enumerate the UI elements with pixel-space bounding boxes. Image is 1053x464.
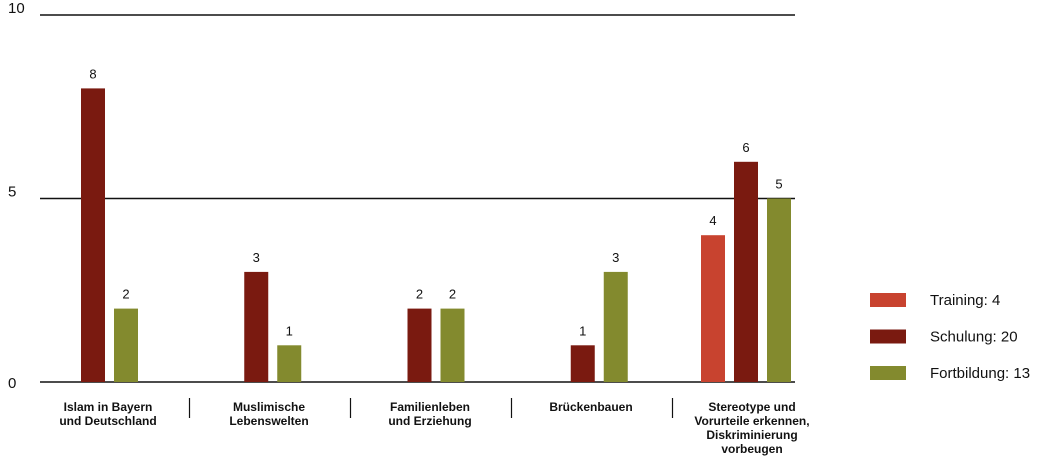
bar: [440, 308, 465, 382]
legend-swatch: [870, 366, 906, 380]
bar: [767, 198, 791, 382]
x-tick-label: Muslimische Lebenswelten: [229, 400, 309, 428]
value-label: 3: [253, 250, 260, 265]
value-label: 4: [709, 213, 716, 228]
legend-label: Training: 4: [930, 292, 1000, 309]
y-tick-label: 10: [8, 0, 25, 17]
legend-label: Schulung: 20: [930, 329, 1018, 346]
value-label: 1: [286, 323, 293, 338]
x-tick-label: Brückenbauen: [549, 400, 633, 414]
bar: [277, 345, 302, 382]
legend-label: Fortbildung: 13: [930, 365, 1030, 382]
legend-swatch: [870, 293, 906, 307]
value-label: 1: [579, 323, 586, 338]
y-tick-label: 5: [8, 184, 16, 201]
value-label: 3: [612, 250, 619, 265]
x-tick-label: Familienleben und Erziehung: [388, 400, 472, 428]
value-label: 2: [416, 287, 423, 302]
bar: [81, 88, 105, 383]
bar: [407, 308, 432, 382]
y-tick-label: 0: [8, 375, 16, 392]
value-label: 8: [89, 66, 96, 81]
bar: [244, 271, 269, 382]
bar: [114, 308, 138, 382]
bar: [603, 271, 628, 382]
bar: [734, 161, 758, 382]
bar: [570, 345, 595, 382]
value-label: 6: [742, 140, 749, 155]
value-label: 2: [449, 287, 456, 302]
value-label: 5: [775, 177, 782, 192]
x-tick-label: Islam in Bayern und Deutschland: [59, 400, 157, 428]
bar: [701, 235, 725, 382]
value-label: 2: [122, 287, 129, 302]
x-tick-label: Stereotype und Vorurteile erkennen, Disk…: [694, 400, 810, 456]
legend-swatch: [870, 329, 906, 344]
